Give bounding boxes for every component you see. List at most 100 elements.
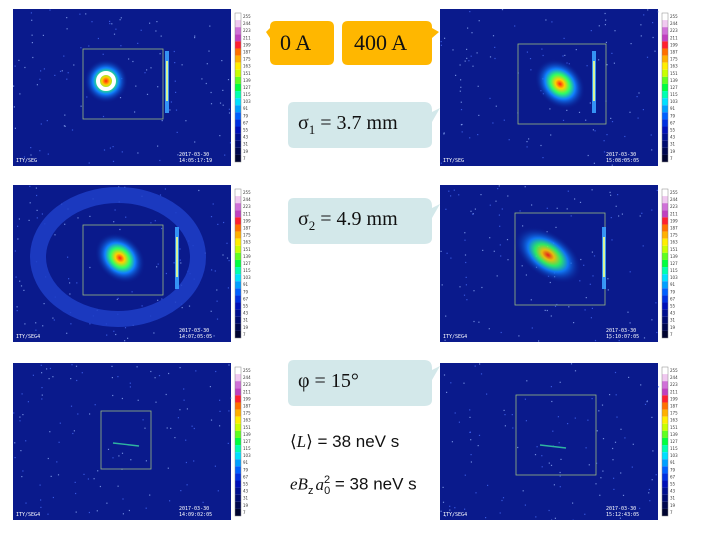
- sigma1-value: = 3.7 mm: [315, 112, 398, 134]
- colorbar-segment: [235, 459, 241, 467]
- colorbar-tick: 55: [243, 482, 249, 487]
- sigma2-callout: σ2 = 4.9 mm: [286, 196, 442, 246]
- colorbar-segment: [662, 416, 668, 424]
- colorbar-tick: 7: [670, 510, 673, 515]
- eq2-subscript: z: [307, 485, 314, 498]
- colorbar-segment: [235, 91, 241, 99]
- colorbar-tick: 223: [243, 204, 251, 209]
- colorbar-segment: [235, 330, 241, 338]
- colorbar-segment: [662, 302, 668, 310]
- colorbar-tick: 43: [243, 311, 249, 316]
- colorbar-segment: [662, 245, 668, 253]
- colorbar-segment: [235, 140, 241, 148]
- date-stamp: 2017-03-30: [179, 152, 209, 158]
- side-stripe-core: [176, 237, 178, 277]
- colorbar-segment: [662, 112, 668, 120]
- colorbar-tick: 175: [670, 411, 678, 416]
- colorbar-segment: [235, 409, 241, 417]
- colorbar-tick: 175: [243, 57, 251, 62]
- colorbar-segment: [662, 281, 668, 289]
- side-stripe-core: [593, 61, 595, 101]
- colorbar-segment: [235, 238, 241, 246]
- colorbar-segment: [235, 83, 241, 92]
- colorbar-segment: [662, 119, 668, 127]
- colorbar-segment: [235, 189, 241, 197]
- colorbar-segment: [662, 466, 668, 474]
- colorbar-tick: 79: [243, 113, 249, 118]
- colorbar-frame: [234, 366, 242, 517]
- colorbar-tick: 103: [243, 275, 251, 280]
- colorbar-segment: [235, 323, 241, 331]
- sigma1-text: σ1 = 3.7 mm: [298, 112, 398, 138]
- sigma1-symbol: σ: [298, 112, 309, 134]
- colorbar-tick: 244: [670, 21, 678, 26]
- eq1-left-bracket: ⟨: [290, 432, 297, 451]
- colorbar-segment: [662, 133, 668, 141]
- colorbar-tick: 139: [670, 432, 678, 437]
- colorbar-tick: 163: [670, 240, 678, 245]
- image-background: [440, 363, 658, 520]
- colorbar-tick: 163: [243, 418, 251, 423]
- colorbar-tick: 151: [243, 425, 251, 430]
- colorbar-segment: [235, 196, 241, 204]
- colorbar-tick: 91: [670, 460, 676, 465]
- colorbar-segment: [662, 295, 668, 303]
- colorbar-segment: [235, 473, 241, 481]
- eq2-variable: eB: [290, 474, 308, 494]
- colorbar-tick: 79: [243, 289, 249, 294]
- colorbar-tick: 199: [670, 42, 678, 47]
- colorbar-segment: [662, 91, 668, 99]
- colorbar-tick: 19: [670, 325, 676, 330]
- current-0-callout: 0 A: [266, 18, 338, 68]
- colorbar-segment: [235, 20, 241, 28]
- time-stamp: 15:12:43:05: [606, 512, 639, 518]
- colorbar-tick: 43: [243, 135, 249, 140]
- colorbar-tick: 91: [243, 282, 249, 287]
- colorbar-segment: [662, 459, 668, 467]
- colorbar-segment: [662, 98, 668, 106]
- colorbar-segment: [235, 302, 241, 310]
- colorbar-tick: 255: [670, 190, 678, 195]
- colorbar-tick: 115: [243, 92, 251, 97]
- colorbar-tick: 175: [243, 233, 251, 238]
- colorbar-segment: [235, 416, 241, 424]
- colorbar-tick: 115: [243, 446, 251, 451]
- colorbar-segment: [662, 252, 668, 260]
- halo-ring: [30, 187, 206, 327]
- colorbar-tick: 151: [243, 247, 251, 252]
- time-stamp: 14:09:02:05: [179, 512, 212, 518]
- beam-spot: [84, 59, 128, 103]
- callout-shape: [288, 360, 440, 406]
- colorbar-tick: 127: [670, 85, 678, 90]
- sigma2-text: σ2 = 4.9 mm: [298, 208, 398, 234]
- colorbar-segment: [662, 189, 668, 197]
- beam-spot: [94, 232, 146, 284]
- colorbar-tick: 55: [670, 482, 676, 487]
- colorbar-segment: [235, 466, 241, 474]
- beam-image-1: ITY/SEG 2017-03-30 14:05:1?:19 255 244 223 211…: [13, 9, 255, 166]
- colorbar-tick: 31: [243, 496, 249, 501]
- colorbar-tick: 151: [670, 71, 678, 76]
- colorbar-tick: 199: [243, 218, 251, 223]
- eq2-subscript-0: 0: [324, 485, 331, 498]
- colorbar-segment: [235, 374, 241, 382]
- roi-frame: [517, 43, 607, 125]
- current-400-callout: 400 A: [342, 18, 440, 68]
- colorbar-tick: 244: [243, 375, 251, 380]
- current-0-label: 0 A: [280, 30, 312, 55]
- colorbar-tick: 199: [670, 218, 678, 223]
- colorbar-segment: [662, 55, 668, 63]
- colorbar-segment: [662, 501, 668, 509]
- colorbar-tick: 91: [670, 106, 676, 111]
- colorbar-tick: 115: [670, 268, 678, 273]
- time-stamp: 14:07:05:05: [179, 334, 212, 340]
- colorbar-tick: 127: [243, 261, 251, 266]
- sigma2-subscript: 2: [308, 218, 316, 233]
- colorbar-segment: [662, 62, 668, 70]
- colorbar-tick: 187: [670, 49, 678, 54]
- colorbar-tick: 139: [243, 78, 251, 83]
- sigma2-symbol: σ: [298, 208, 309, 230]
- callout-shape: [288, 102, 440, 148]
